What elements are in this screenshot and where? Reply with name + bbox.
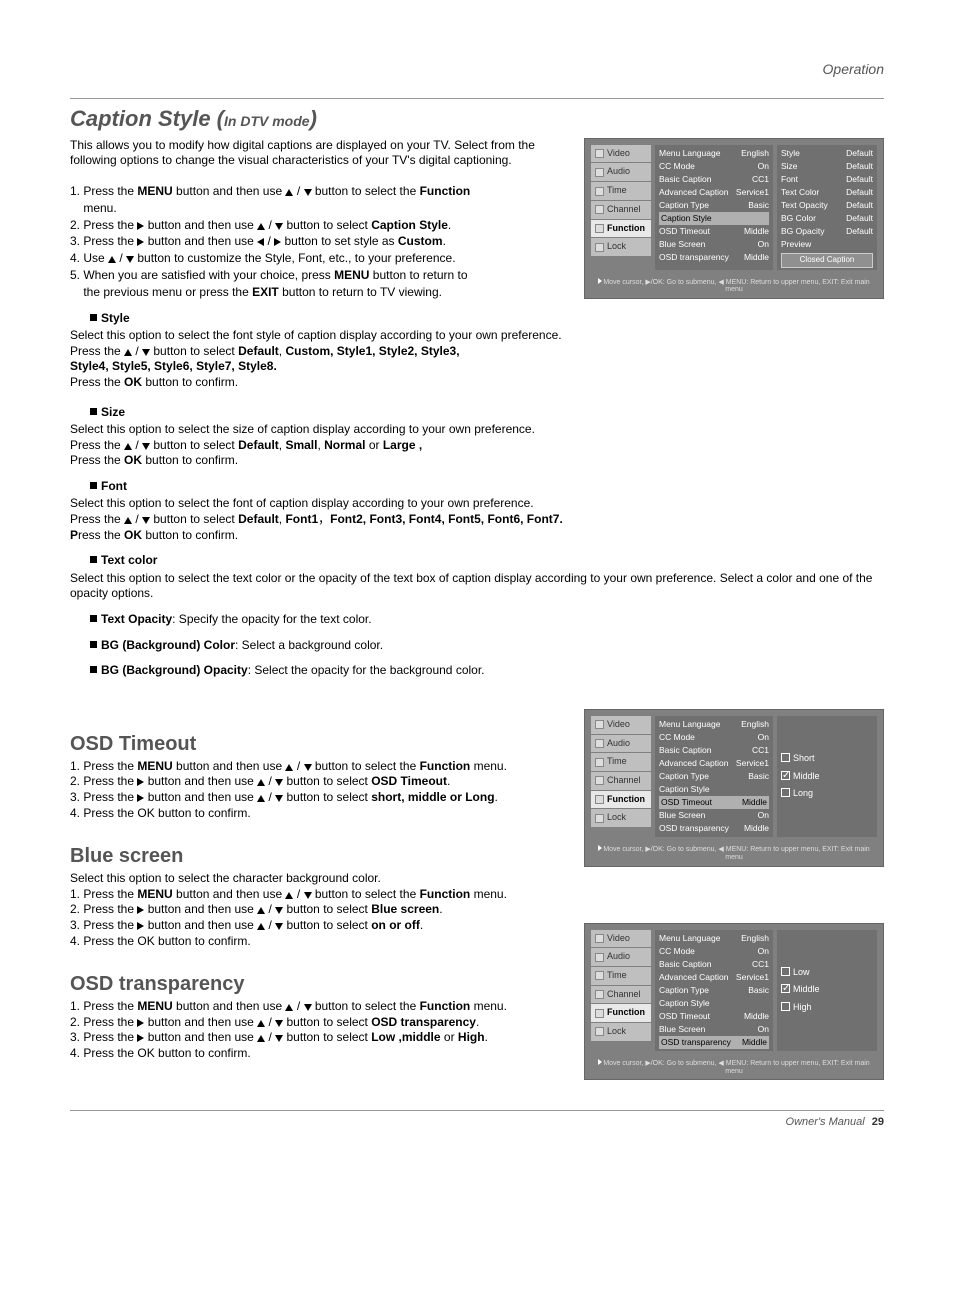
blue-step2: 2. Press the button and then use / butto… (70, 902, 564, 918)
osd-timeout-title: OSD Timeout (70, 731, 564, 757)
bg-color-item: BG (Background) Color: Select a backgrou… (90, 638, 884, 654)
caption-steps: 1. Press the MENU button and then use / … (70, 183, 564, 301)
audio-icon (595, 168, 604, 177)
osdt-step3: 3. Press the button and then use / butto… (70, 790, 564, 806)
osdt-step4: 4. Press the OK button to confirm. (70, 806, 564, 822)
osd-tab-channel[interactable]: Channel (591, 201, 651, 219)
channel-icon (595, 205, 604, 214)
opt-short[interactable]: Short (781, 753, 873, 765)
osd-tab-time[interactable]: Time (591, 967, 651, 985)
osd-tab-time[interactable]: Time (591, 753, 651, 771)
osd-tab-video[interactable]: Video (591, 145, 651, 163)
size-opts: Press the / button to select Default, Sm… (70, 438, 884, 454)
osd-tab-video[interactable]: Video (591, 716, 651, 734)
font-opts: Press the / button to select Default, Fo… (70, 512, 884, 528)
osd-function-list: Menu LanguageEnglish CC ModeOn Basic Cap… (655, 145, 773, 270)
osd-tab-audio[interactable]: Audio (591, 163, 651, 181)
font-confirm: Press the OK button to confirm. (70, 528, 884, 544)
title-close: ) (310, 106, 317, 131)
opt-long[interactable]: Long (781, 788, 873, 800)
size-heading: Size (70, 405, 884, 421)
footer-label: Owner's Manual (786, 1116, 865, 1128)
video-icon (595, 149, 604, 158)
textcolor-desc: Select this option to select the text co… (70, 571, 884, 602)
style-opts: Press the / button to select Default, Cu… (70, 344, 564, 375)
opt-high[interactable]: High (781, 1002, 873, 1014)
style-heading: Style (70, 311, 564, 327)
osd-tab-channel[interactable]: Channel (591, 986, 651, 1004)
osd-tab-lock[interactable]: Lock (591, 809, 651, 827)
top-rule (70, 98, 884, 99)
osd-tab-lock[interactable]: Lock (591, 1023, 651, 1041)
osd-style-sublist: StyleDefault SizeDefault FontDefault Tex… (777, 145, 877, 270)
osd-tab-function[interactable]: Function (591, 220, 651, 238)
trans-step1: 1. Press the MENU button and then use / … (70, 999, 564, 1015)
right-icon (137, 222, 144, 230)
osd-panel-transparency: Video Audio Time Channel Function Lock M… (584, 923, 884, 1081)
osd-row-transparency[interactable]: OSD transparencyMiddle (659, 1036, 769, 1049)
time-icon (595, 187, 604, 196)
style-confirm: Press the OK button to confirm. (70, 375, 564, 391)
osdt-step2: 2. Press the button and then use / butto… (70, 774, 564, 790)
down-icon (304, 189, 312, 196)
size-desc: Select this option to select the size of… (70, 422, 884, 438)
trans-step4: 4. Press the OK button to confirm. (70, 1046, 564, 1062)
opt-middle[interactable]: Middle (781, 984, 873, 996)
style-desc: Select this option to select the font st… (70, 328, 564, 344)
osd-row-caption-style[interactable]: Caption Style (659, 212, 769, 225)
osd-transparency-title: OSD transparency (70, 971, 564, 997)
lock-icon (595, 243, 604, 252)
header-section: Operation (70, 60, 884, 78)
footer-page: 29 (872, 1116, 884, 1128)
trans-step2: 2. Press the button and then use / butto… (70, 1015, 564, 1031)
closed-caption-preview: Closed Caption (781, 253, 873, 267)
title-sub: In DTV mode (224, 113, 310, 129)
intro-text: This allows you to modify how digital ca… (70, 138, 564, 169)
osd-tab-video[interactable]: Video (591, 930, 651, 948)
osd-tab-channel[interactable]: Channel (591, 772, 651, 790)
osd-row-timeout[interactable]: OSD TimeoutMiddle (659, 796, 769, 809)
page-title: Caption Style (In DTV mode) (70, 105, 884, 134)
osd-tab-lock[interactable]: Lock (591, 238, 651, 256)
up-icon (285, 189, 293, 196)
osd-sidebar: Video Audio Time Channel Function Lock (591, 145, 651, 270)
opt-low[interactable]: Low (781, 967, 873, 979)
footer: Owner's Manual 29 (70, 1115, 884, 1129)
osd-tab-function[interactable]: Function (591, 1004, 651, 1022)
osd-hint: Move cursor, ▶/OK: Go to submenu, ◀ MENU… (585, 276, 883, 298)
font-heading: Font (70, 479, 884, 495)
bg-opacity-item: BG (Background) Opacity: Select the opac… (90, 663, 884, 679)
osd-tab-audio[interactable]: Audio (591, 735, 651, 753)
size-confirm: Press the OK button to confirm. (70, 453, 884, 469)
osd-panel-caption-style: Video Audio Time Channel Function Lock M… (584, 138, 884, 299)
textcolor-heading: Text color (70, 553, 884, 569)
function-icon (595, 224, 604, 233)
osd-tab-audio[interactable]: Audio (591, 948, 651, 966)
osd-tab-function[interactable]: Function (591, 791, 651, 809)
blue-intro: Select this option to select the charact… (70, 871, 564, 887)
title-main: Caption Style ( (70, 106, 224, 131)
osdt-step1: 1. Press the MENU button and then use / … (70, 759, 564, 775)
blue-screen-title: Blue screen (70, 843, 564, 869)
blue-step4: 4. Press the OK button to confirm. (70, 934, 564, 950)
osd-panel-timeout: Video Audio Time Channel Function Lock M… (584, 709, 884, 867)
left-icon (257, 238, 264, 246)
trans-step3: 3. Press the button and then use / butto… (70, 1030, 564, 1046)
blue-step1: 1. Press the MENU button and then use / … (70, 887, 564, 903)
blue-step3: 3. Press the button and then use / butto… (70, 918, 564, 934)
osd-tab-time[interactable]: Time (591, 182, 651, 200)
text-opacity-item: Text Opacity: Specify the opacity for th… (90, 612, 884, 628)
footer-rule (70, 1110, 884, 1111)
opt-middle[interactable]: Middle (781, 771, 873, 783)
font-desc: Select this option to select the font of… (70, 496, 884, 512)
